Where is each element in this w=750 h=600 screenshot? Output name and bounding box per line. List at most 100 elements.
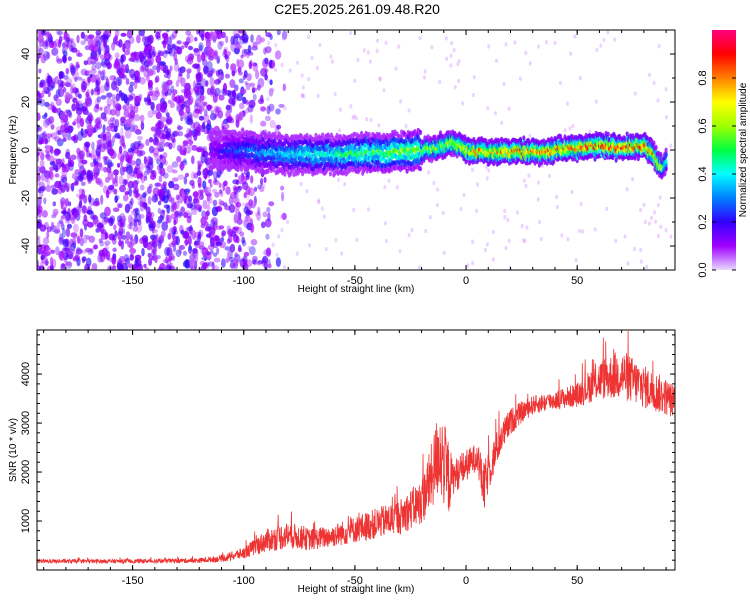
- heatmap-cell: [139, 114, 145, 123]
- heatmap-cell: [527, 173, 531, 178]
- heatmap-cell: [442, 250, 446, 256]
- heatmap-cell: [99, 212, 107, 220]
- heatmap-cell: [141, 235, 149, 243]
- heatmap-cell: [43, 197, 47, 205]
- heatmap-cell: [172, 202, 177, 211]
- heatmap-cell: [124, 257, 131, 265]
- heatmap-cell: [119, 64, 127, 74]
- heatmap-cell: [246, 73, 252, 82]
- heatmap-cell: [214, 87, 221, 97]
- heatmap-cell: [302, 94, 306, 99]
- heatmap-cell: [175, 249, 182, 257]
- heatmap-cell: [38, 68, 42, 74]
- heatmap-cell: [77, 52, 83, 58]
- heatmap-cell: [201, 168, 207, 177]
- heatmap-cell: [251, 224, 255, 230]
- heatmap-cell: [122, 104, 130, 111]
- heatmap-cell: [218, 182, 222, 189]
- heatmap-cell: [54, 173, 60, 178]
- heatmap-cell: [76, 76, 83, 81]
- heatmap-cell: [63, 247, 71, 252]
- heatmap-cell: [113, 224, 117, 231]
- heatmap-cell: [79, 117, 85, 128]
- heatmap-cell: [252, 62, 256, 67]
- heatmap-cell: [91, 141, 95, 151]
- heatmap-cell: [44, 169, 48, 175]
- heatmap-cell: [37, 30, 42, 36]
- heatmap-cell: [299, 181, 303, 187]
- heatmap-cell: [66, 223, 72, 229]
- heatmap-cell: [595, 47, 599, 53]
- heatmap-cell: [349, 30, 352, 36]
- heatmap-cell: [63, 74, 69, 80]
- heatmap-cell: [49, 161, 56, 166]
- heatmap-cell: [98, 238, 103, 244]
- heatmap-cell: [176, 156, 182, 163]
- heatmap-cell: [271, 88, 275, 93]
- heatmap-cell: [639, 247, 643, 253]
- heatmap-cell: [242, 219, 246, 225]
- heatmap-cell: [168, 255, 173, 262]
- heatmap-cell: [100, 228, 107, 235]
- heatmap-cell: [206, 195, 213, 205]
- heatmap-cell: [96, 139, 104, 145]
- heatmap-cell: [387, 178, 391, 183]
- heatmap-cell: [317, 159, 321, 165]
- heatmap-cell: [51, 77, 56, 85]
- heatmap-cell: [133, 114, 141, 122]
- heatmap-cell: [466, 263, 470, 268]
- heatmap-cell: [171, 255, 176, 261]
- heatmap-cell: [213, 49, 218, 57]
- heatmap-cell: [423, 69, 427, 74]
- heatmap-cell: [93, 244, 99, 250]
- heatmap-cell: [90, 68, 97, 74]
- heatmap-cell: [85, 97, 93, 107]
- heatmap-cell: [154, 182, 162, 187]
- heatmap-cell: [111, 94, 116, 103]
- heatmap-cell: [106, 63, 111, 68]
- heatmap-cell: [120, 92, 126, 101]
- heatmap-cell: [605, 206, 609, 212]
- heatmap-cell: [307, 77, 311, 82]
- heatmap-cell: [104, 240, 111, 246]
- heatmap-cell: [129, 81, 135, 87]
- heatmap-cell: [74, 76, 78, 83]
- heatmap-cell: [128, 103, 134, 112]
- heatmap-cell: [235, 44, 239, 49]
- heatmap-cell: [310, 55, 314, 60]
- heatmap-cell: [101, 75, 109, 81]
- heatmap-cell: [140, 162, 144, 171]
- heatmap-cell: [260, 67, 268, 77]
- heatmap-cell: [108, 184, 115, 191]
- heatmap-cell: [191, 144, 198, 151]
- heatmap-cell: [95, 61, 102, 70]
- heatmap-cell: [37, 134, 41, 140]
- heatmap-cell: [99, 106, 103, 111]
- heatmap-cell: [79, 237, 85, 247]
- heatmap-cell: [522, 238, 526, 243]
- heatmap-cell: [449, 53, 453, 58]
- heatmap-cell: [56, 57, 63, 65]
- heatmap-cell: [39, 160, 45, 168]
- heatmap-cell: [78, 188, 84, 194]
- heatmap-cell: [225, 186, 231, 195]
- heatmap-cell: [56, 55, 59, 63]
- heatmap-cell: [99, 180, 104, 188]
- heatmap-cell: [80, 40, 86, 46]
- heatmap-cell: [578, 76, 582, 81]
- heatmap-cell: [206, 251, 212, 261]
- heatmap-cell: [46, 226, 52, 233]
- heatmap-cell: [139, 77, 146, 85]
- heatmap-cell: [193, 48, 201, 57]
- heatmap-cell: [184, 239, 189, 246]
- heatmap-cell: [111, 42, 116, 51]
- heatmap-cell: [78, 195, 84, 202]
- heatmap-cell: [86, 149, 90, 158]
- heatmap-cell: [188, 249, 194, 255]
- heatmap-cell: [73, 118, 80, 124]
- heatmap-cell: [428, 215, 432, 220]
- heatmap-cell: [239, 231, 245, 237]
- heatmap-cell: [114, 195, 118, 203]
- heatmap-cell: [225, 256, 230, 264]
- heatmap-cell: [266, 96, 270, 102]
